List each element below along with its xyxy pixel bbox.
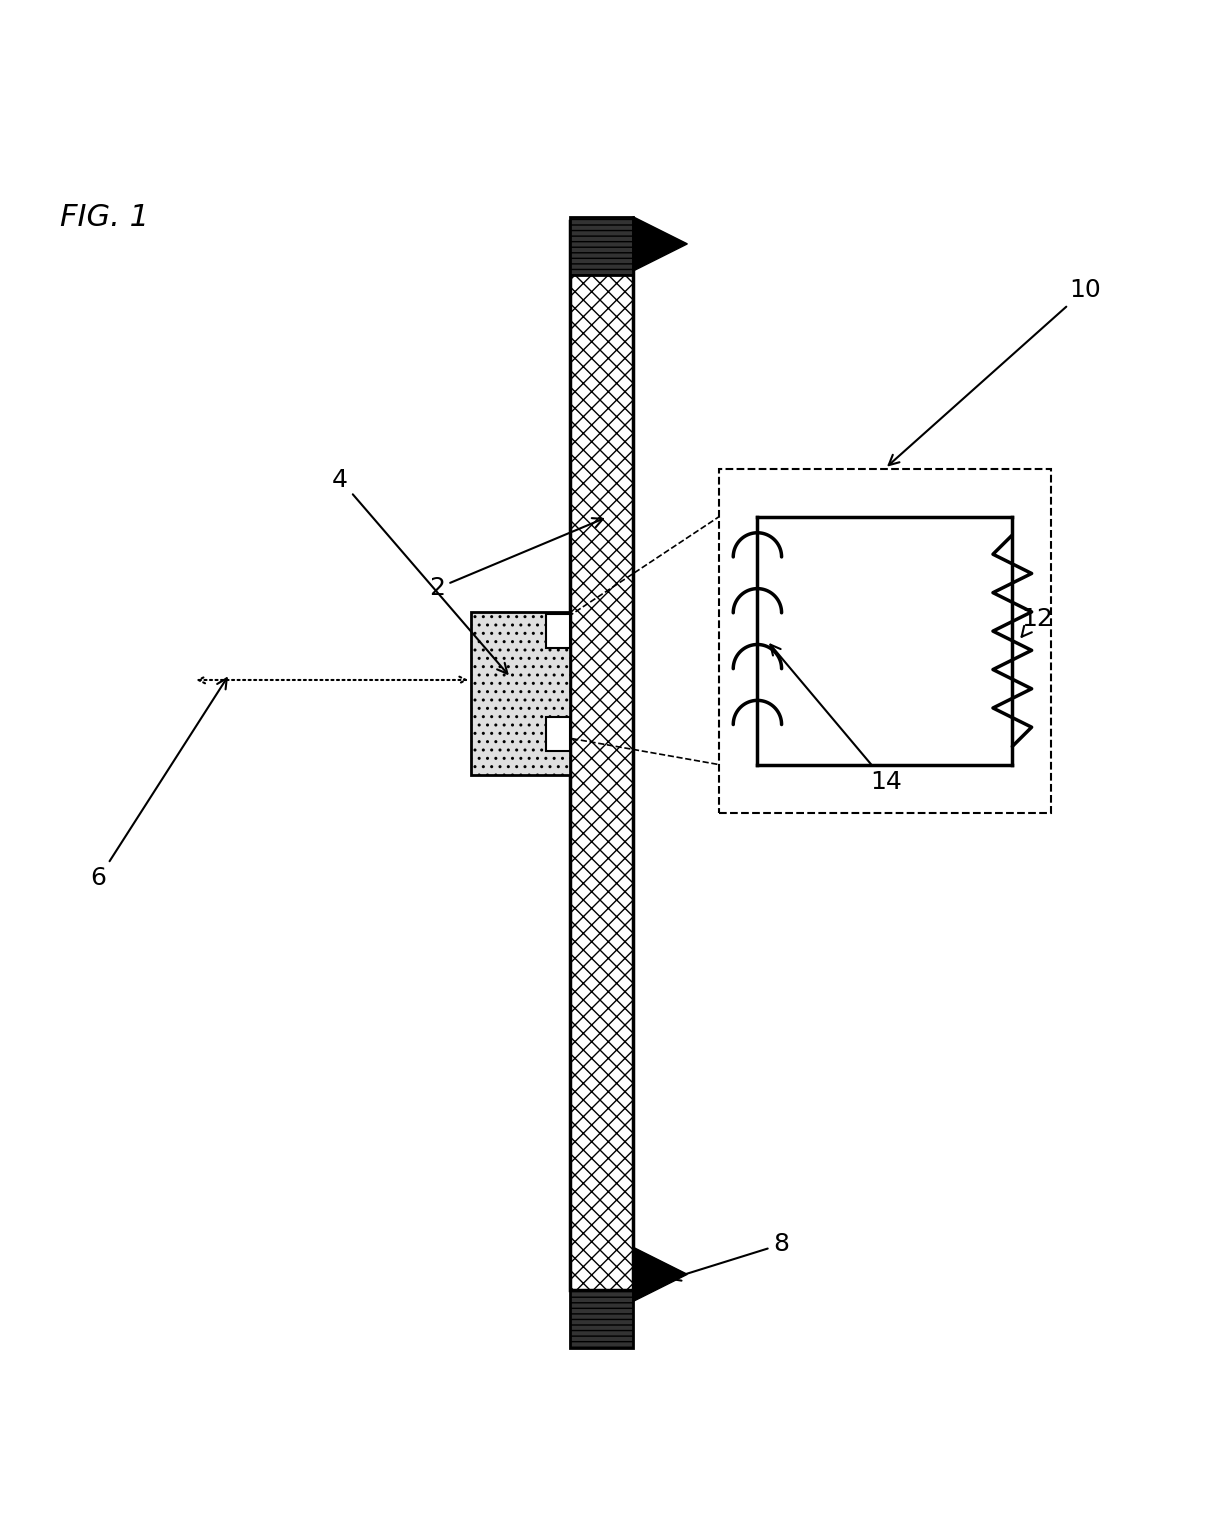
Bar [471,613,570,775]
Text: FIG. 1: FIG. 1 [60,203,150,232]
Bar [570,1289,633,1349]
Text: 2: 2 [429,519,603,601]
Text: 12: 12 [1021,607,1052,637]
Text: 14: 14 [771,645,901,793]
Polygon shape [633,217,687,272]
Text: 10: 10 [889,278,1100,466]
Bar [546,614,570,648]
Bar [570,221,633,1289]
Text: 6: 6 [91,678,227,890]
Bar [719,469,1051,813]
Polygon shape [633,1247,687,1302]
Bar [570,217,633,275]
Text: 4: 4 [332,467,507,674]
Text: 8: 8 [670,1232,789,1280]
Bar [546,718,570,751]
